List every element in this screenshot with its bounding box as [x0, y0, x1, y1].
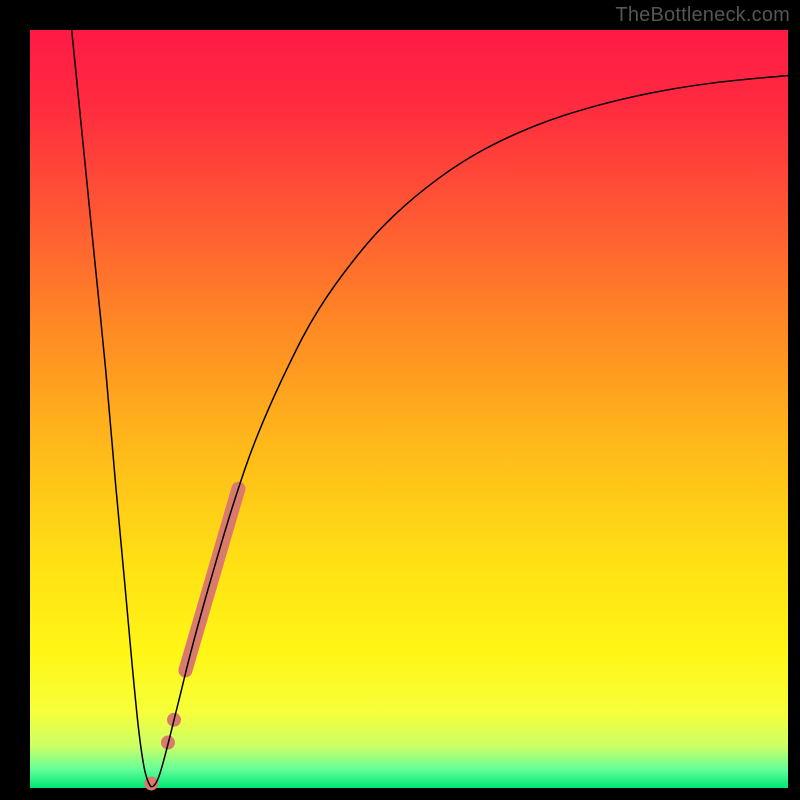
watermark-text: TheBottleneck.com: [615, 4, 790, 27]
bottleneck-chart: TheBottleneck.com: [0, 0, 800, 800]
chart-svg: [0, 0, 800, 800]
